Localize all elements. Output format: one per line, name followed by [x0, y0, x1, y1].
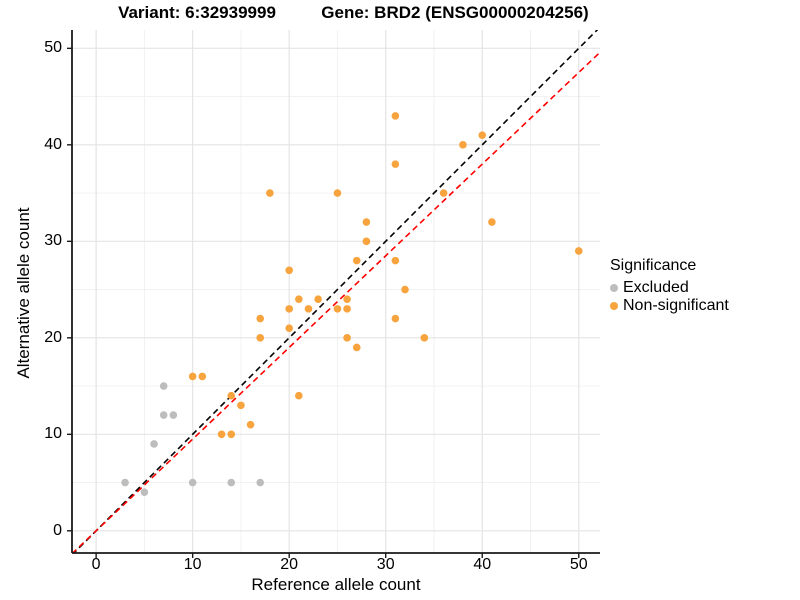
x-tick-label: 20	[280, 556, 299, 573]
y-tick-label: 10	[44, 425, 62, 443]
x-tick-label: 30	[376, 556, 395, 573]
x-tick-label: 10	[183, 556, 202, 573]
data-point-excluded	[227, 478, 236, 487]
data-point-non-significant	[256, 334, 265, 342]
identity-line	[72, 30, 599, 553]
x-tick-label: 50	[569, 556, 588, 573]
y-tick-label: 40	[44, 135, 62, 153]
data-point-excluded	[121, 478, 129, 487]
data-point-non-significant	[362, 237, 371, 246]
data-point-non-significant	[391, 160, 400, 168]
data-point-non-significant	[256, 314, 265, 323]
data-point-non-significant	[478, 131, 487, 139]
data-point-non-significant	[285, 266, 293, 275]
y-tick-label: 20	[44, 328, 62, 346]
data-point-excluded	[140, 488, 149, 497]
data-point-non-significant	[285, 305, 293, 313]
data-point-non-significant	[439, 189, 448, 197]
data-point-non-significant	[295, 391, 303, 400]
data-point-non-significant	[246, 420, 255, 429]
data-point-non-significant	[343, 334, 351, 342]
excluded-dot-icon	[610, 284, 618, 292]
y-axis-label: Alternative allele count	[14, 207, 33, 379]
legend-item-non-significant: Non-significant	[610, 297, 729, 315]
data-point-non-significant	[217, 430, 226, 439]
plot-title-gene: Gene: BRD2 (ENSG00000204256)	[321, 3, 589, 22]
data-point-non-significant	[401, 285, 409, 294]
y-tick-label: 30	[44, 232, 62, 250]
data-point-non-significant	[227, 430, 236, 439]
data-point-non-significant	[188, 372, 197, 381]
y-tick-label: 50	[44, 39, 62, 57]
legend-item-excluded: Excluded	[610, 279, 729, 297]
data-point-excluded	[256, 478, 265, 487]
data-point-non-significant	[333, 305, 342, 313]
data-point-non-significant	[237, 401, 245, 410]
y-tick-label: 0	[53, 521, 62, 539]
data-point-non-significant	[227, 391, 236, 400]
data-point-non-significant	[352, 343, 361, 352]
data-point-non-significant	[314, 295, 322, 304]
data-point-non-significant	[266, 189, 274, 197]
data-point-non-significant	[488, 218, 496, 226]
data-point-excluded	[159, 411, 168, 419]
legend-title: Significance	[610, 257, 697, 274]
data-point-non-significant	[304, 305, 313, 313]
data-point-non-significant	[198, 372, 207, 381]
data-point-non-significant	[574, 247, 583, 255]
data-point-non-significant	[352, 256, 361, 265]
data-point-non-significant	[459, 141, 467, 149]
data-point-non-significant	[420, 334, 429, 342]
legend: Significance Excluded Non-significant	[610, 257, 729, 315]
legend-item-label: Excluded	[623, 279, 689, 296]
data-point-non-significant	[333, 189, 342, 197]
plot-title-variant: Variant: 6:32939999	[118, 3, 276, 22]
x-tick-label: 40	[473, 556, 492, 573]
x-axis-label: Reference allele count	[251, 575, 421, 594]
data-point-non-significant	[391, 112, 400, 120]
legend-item-label: Non-significant	[623, 297, 729, 314]
non-significant-dot-icon	[610, 302, 618, 310]
data-point-non-significant	[295, 295, 303, 304]
data-point-non-significant	[391, 256, 400, 265]
data-point-excluded	[169, 411, 178, 419]
expected-line	[72, 51, 600, 553]
x-tick-label: 0	[91, 556, 101, 573]
data-point-excluded	[188, 478, 197, 487]
scatter-chart	[67, 30, 600, 558]
data-point-non-significant	[343, 305, 351, 313]
data-point-excluded	[150, 440, 158, 448]
data-point-non-significant	[285, 324, 293, 332]
data-point-non-significant	[362, 218, 371, 226]
data-point-non-significant	[391, 314, 400, 323]
data-point-excluded	[159, 382, 168, 390]
data-point-non-significant	[343, 295, 351, 304]
